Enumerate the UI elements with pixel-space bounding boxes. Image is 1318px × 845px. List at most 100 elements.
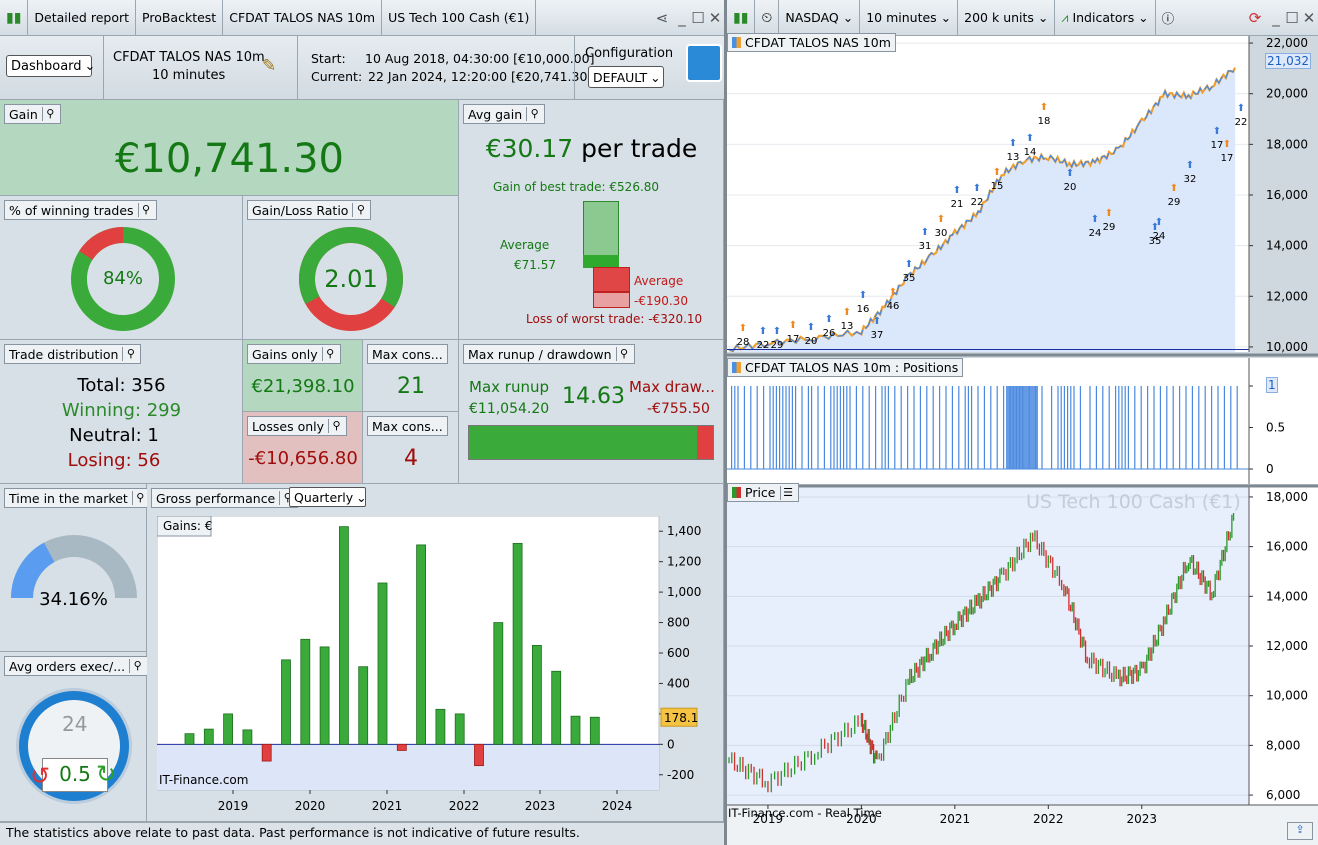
list-icon[interactable]: ☰ (779, 485, 794, 500)
y-tick-label: 0 (667, 737, 675, 751)
candles-icon[interactable]: ▮▮ (727, 0, 756, 36)
wrench-icon[interactable]: ⚲ (137, 203, 152, 217)
close-icon[interactable]: ✕ (1302, 8, 1316, 27)
wrench-icon[interactable]: ⚲ (352, 203, 366, 217)
maximize-icon[interactable]: ☐ (691, 8, 705, 27)
minimize-icon[interactable]: _ (1272, 8, 1280, 27)
backtest-settings-icon[interactable] (686, 44, 722, 82)
price-tick-label: 16,000 (1266, 540, 1308, 554)
position-bar (1179, 386, 1181, 469)
equity-title: CFDAT TALOS NAS 10m (727, 33, 896, 52)
order-arrow: ⬆ (1170, 183, 1178, 194)
bar (242, 729, 253, 745)
order-arrow: ⬆ (759, 326, 767, 337)
position-bar (907, 386, 909, 469)
wrench-icon[interactable]: ⚲ (615, 347, 630, 361)
wrench-icon[interactable]: ⚲ (321, 347, 336, 361)
position-bar (731, 386, 733, 469)
price-tick-label: 6,000 (1266, 788, 1300, 802)
info-icon[interactable]: ⓘ (1161, 11, 1175, 26)
units-select[interactable]: 200 k units ⌄ (958, 0, 1056, 36)
position-bar (830, 386, 832, 469)
wrench-icon[interactable]: ⚲ (131, 491, 146, 505)
equity-tick-label: 22,000 (1266, 36, 1308, 50)
wrench-icon[interactable]: ⚲ (41, 107, 56, 121)
avg-loss-value: -€190.30 (634, 294, 688, 308)
losses-only-value: -€10,656.80 (248, 448, 358, 469)
equity-tick-label: 10,000 (1266, 340, 1308, 354)
candles-icon[interactable]: ▮▮ (0, 0, 29, 36)
right-charts: 22,00020,00018,00016,00014,00012,00010,0… (727, 36, 1318, 845)
bar (281, 659, 291, 745)
order-marker-label: 24 (1089, 228, 1102, 239)
wrench-icon[interactable]: ⚲ (328, 419, 342, 433)
position-bar (801, 386, 803, 469)
position-bar (862, 386, 864, 469)
wrench-icon[interactable]: ⚲ (122, 347, 136, 361)
buy-arrow-icon: ↻ (96, 760, 117, 788)
price-source: IT-Finance.com - Real Time (728, 806, 882, 820)
avg-win-value: €71.57 (514, 258, 556, 272)
indicators-button[interactable]: ⩘ Indicators ⌄ (1055, 0, 1156, 36)
position-bar (855, 386, 857, 469)
sell-arrow-icon: ↺ (30, 762, 51, 790)
negative-zone (157, 744, 659, 790)
order-arrow: ⬆ (739, 323, 747, 334)
gain-value: €10,741.30 (114, 136, 345, 182)
gains-only-title: Gains only ⚲ (247, 344, 341, 364)
market-status-icon[interactable]: ⏲ (755, 0, 780, 36)
position-bar (772, 386, 774, 469)
position-bar (1185, 386, 1187, 469)
order-marker-label: 37 (871, 330, 884, 341)
order-marker-label: 35 (903, 273, 916, 284)
tab-instrument[interactable]: US Tech 100 Cash (€1) (382, 0, 537, 36)
edit-icon[interactable]: ✎ (262, 56, 277, 76)
wrench-icon[interactable]: ⚲ (526, 107, 540, 121)
gain-loss-donut (299, 227, 403, 331)
wrench-icon[interactable]: ⚲ (129, 659, 143, 673)
position-bar (839, 386, 841, 469)
position-bar (1060, 386, 1062, 469)
bar (338, 526, 349, 745)
positions-tick-label: 0.5 (1266, 421, 1285, 435)
bar (493, 622, 504, 745)
order-marker-label: 35 (1149, 236, 1162, 247)
interval-select[interactable]: 10 minutes ⌄ (860, 0, 959, 36)
system-timeframe: 10 minutes (152, 68, 226, 83)
position-bar (1095, 386, 1097, 469)
position-bar (894, 386, 896, 469)
refresh-icon[interactable]: ⟳ (1248, 8, 1262, 27)
minimize-icon[interactable]: _ (678, 8, 686, 27)
time-axis (727, 805, 1318, 845)
period-select[interactable]: Quarterly ⌄ (289, 487, 367, 507)
scroll-to-top-button[interactable]: ⇪ (1287, 822, 1313, 840)
config-select[interactable]: DEFAULT ⌄ (588, 66, 664, 88)
bar (319, 646, 330, 745)
close-icon[interactable]: ✕ (708, 8, 722, 27)
view-select[interactable]: Dashboard ⌄ (6, 55, 95, 77)
tab-detailed-report[interactable]: Detailed report (28, 0, 137, 36)
wrench-icon[interactable]: ⚲ (279, 491, 293, 505)
runup-bar-track (468, 425, 714, 460)
positions-last-label: 1 (1266, 377, 1278, 393)
position-bar (951, 386, 953, 469)
position-bar (1118, 386, 1120, 469)
splitter[interactable] (724, 0, 727, 845)
order-arrow: ⬆ (921, 227, 929, 238)
market-select[interactable]: NASDAQ ⌄ (779, 0, 861, 36)
bar (531, 644, 542, 745)
report-header: Dashboard ⌄ CFDAT TALOS NAS 10m 10 minute… (0, 36, 724, 100)
tab-system[interactable]: CFDAT TALOS NAS 10m (223, 0, 383, 36)
time-tick-label: 2022 (1033, 812, 1064, 826)
position-bar (913, 386, 915, 469)
share-icon[interactable]: ⋖ (655, 8, 669, 27)
tab-probacktest[interactable]: ProBacktest (136, 0, 224, 36)
maximize-icon[interactable]: ☐ (1285, 8, 1299, 27)
avg-gain-panel: Avg gain ⚲ €30.17 per trade Gain of best … (459, 100, 724, 340)
runup-label: Max runup (469, 378, 549, 396)
order-arrow: ⬆ (859, 290, 867, 301)
position-bar (945, 386, 947, 469)
time-tick-label: 2023 (1126, 812, 1157, 826)
price-tick-label: 12,000 (1266, 639, 1308, 653)
equity-last-label: 21,032 (1265, 53, 1311, 69)
